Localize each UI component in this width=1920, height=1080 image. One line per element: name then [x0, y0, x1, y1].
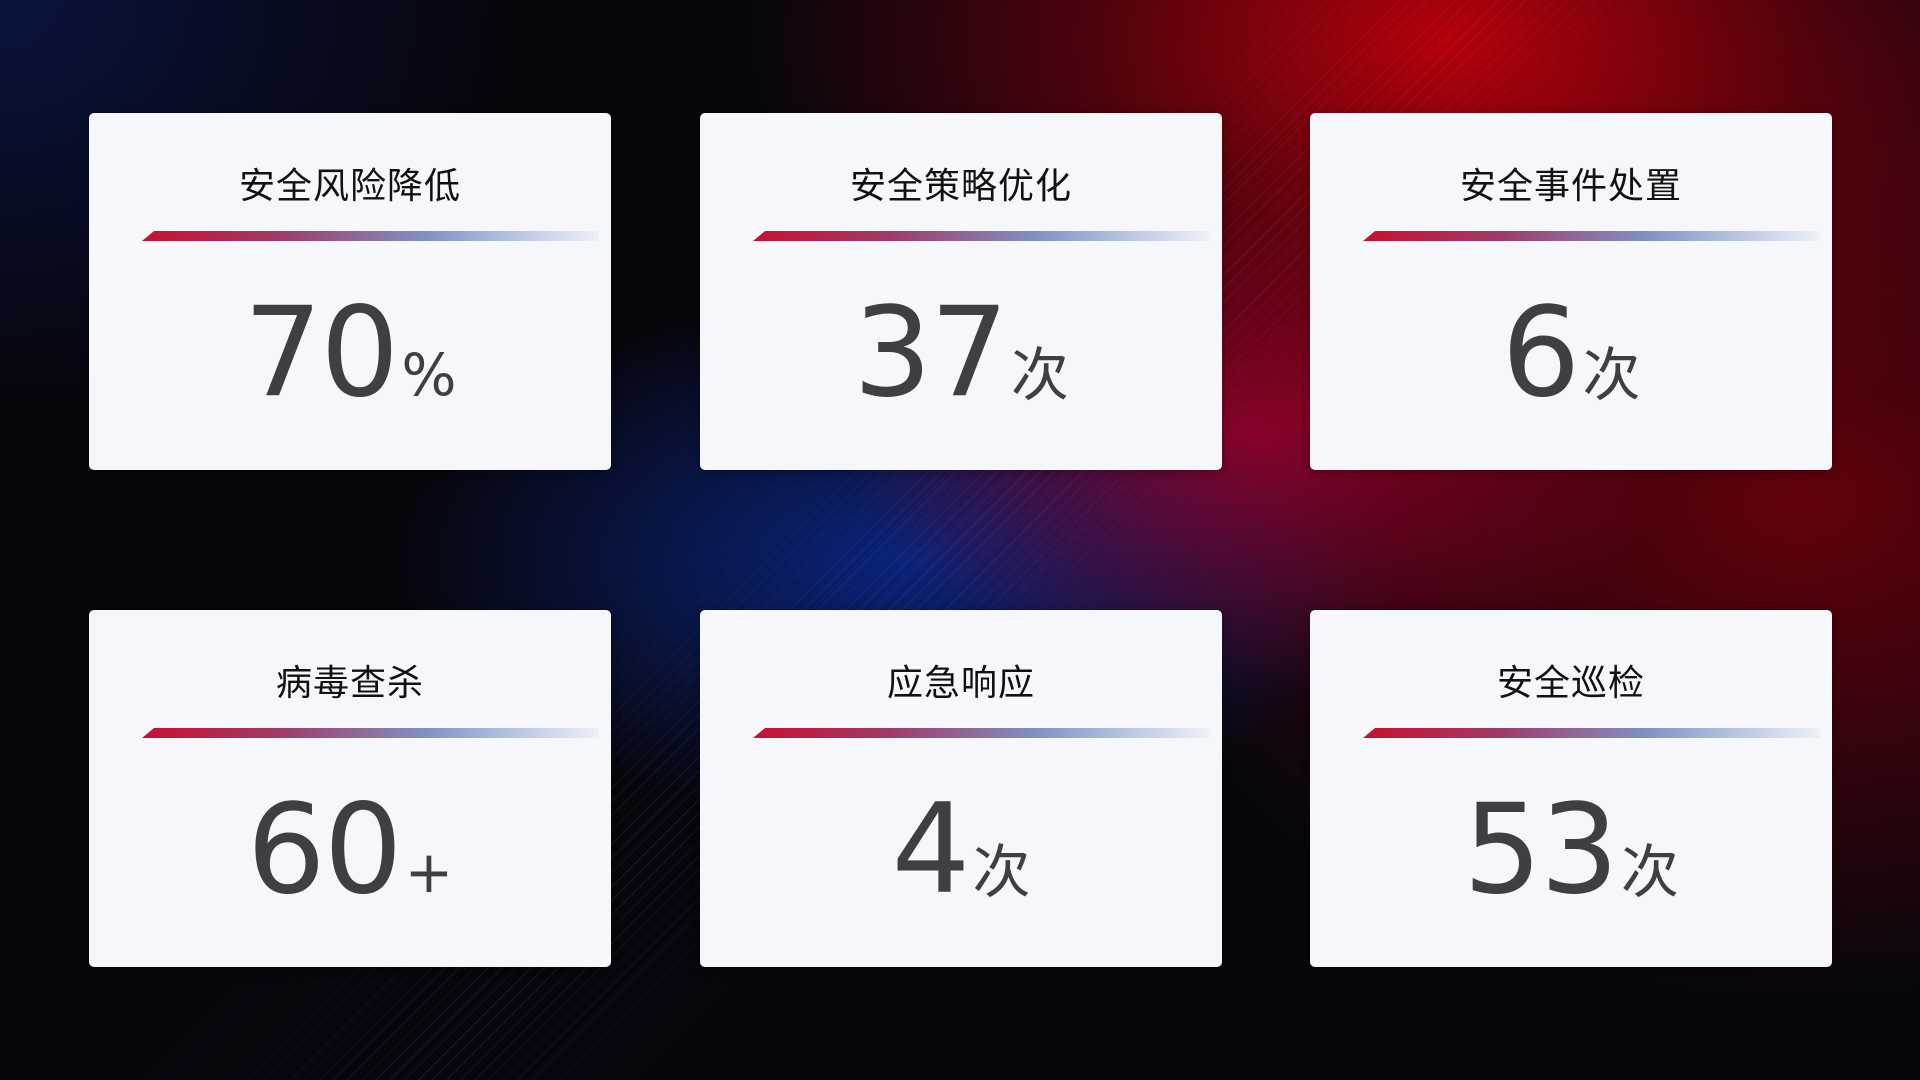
stat-card-security-inspection: 安全巡检 53次 — [1310, 610, 1832, 967]
value-number: 70 — [243, 281, 400, 425]
stat-card-emergency-response: 应急响应 4次 — [700, 610, 1222, 967]
card-value: 37次 — [700, 281, 1222, 425]
stat-card-virus-removal: 病毒查杀 60+ — [89, 610, 611, 967]
gradient-divider — [753, 231, 1210, 241]
card-title: 安全策略优化 — [849, 166, 1072, 207]
stat-card-incident-handling: 安全事件处置 6次 — [1310, 113, 1832, 470]
card-title: 安全巡检 — [1496, 663, 1645, 704]
card-title: 安全事件处置 — [1459, 166, 1682, 207]
card-value: 70% — [89, 281, 611, 425]
value-number: 60 — [246, 778, 403, 922]
stat-card-risk-reduction: 安全风险降低 70% — [89, 113, 611, 470]
card-title: 应急响应 — [886, 663, 1035, 704]
value-number: 6 — [1501, 281, 1581, 425]
card-title: 安全风险降低 — [238, 166, 461, 207]
value-unit: 次 — [1010, 341, 1069, 409]
card-value: 53次 — [1310, 778, 1832, 922]
gradient-divider — [142, 231, 599, 241]
value-unit: % — [401, 341, 457, 409]
value-number: 37 — [853, 281, 1009, 425]
stat-card-policy-optimization: 安全策略优化 37次 — [700, 113, 1222, 470]
gradient-divider — [1363, 231, 1820, 241]
value-unit: 次 — [1582, 341, 1641, 409]
gradient-divider — [1363, 728, 1820, 738]
gradient-divider — [142, 728, 599, 738]
value-unit: 次 — [1620, 838, 1679, 906]
value-number: 4 — [891, 778, 971, 922]
value-unit: 次 — [972, 838, 1031, 906]
value-number: 53 — [1463, 778, 1619, 922]
gradient-divider — [753, 728, 1210, 738]
card-value: 6次 — [1310, 281, 1832, 425]
card-value: 4次 — [700, 778, 1222, 922]
value-unit: + — [404, 838, 454, 906]
card-value: 60+ — [89, 778, 611, 922]
card-title: 病毒查杀 — [275, 663, 424, 704]
